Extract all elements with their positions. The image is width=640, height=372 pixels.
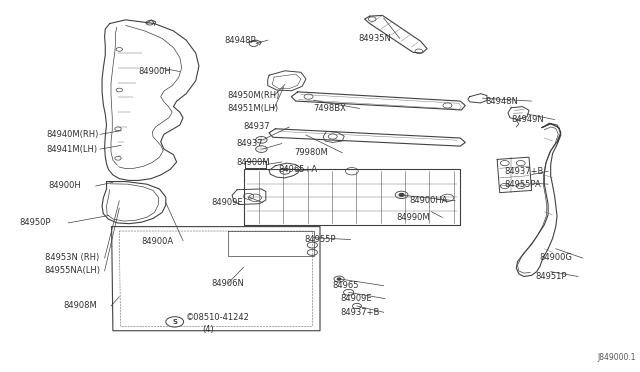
Text: 79980M: 79980M bbox=[294, 148, 328, 157]
Text: 84909E: 84909E bbox=[340, 294, 372, 303]
Text: 84950M(RH): 84950M(RH) bbox=[228, 91, 280, 100]
Text: 84935N: 84935N bbox=[358, 34, 391, 43]
Text: 84951P: 84951P bbox=[536, 272, 567, 281]
Text: 84965+A: 84965+A bbox=[278, 165, 317, 174]
Text: 84900A: 84900A bbox=[141, 237, 173, 246]
Text: 84937: 84937 bbox=[244, 122, 270, 131]
Circle shape bbox=[399, 193, 404, 196]
Text: 84937: 84937 bbox=[236, 139, 262, 148]
Text: S: S bbox=[172, 319, 177, 325]
Text: 7498BX: 7498BX bbox=[314, 104, 346, 113]
Text: 84950P: 84950P bbox=[19, 218, 51, 227]
Text: 84940M(RH): 84940M(RH) bbox=[46, 130, 99, 139]
Text: 84900HA: 84900HA bbox=[409, 196, 448, 205]
Text: ©08510-41242: ©08510-41242 bbox=[186, 312, 250, 321]
Text: 84908M: 84908M bbox=[64, 301, 97, 311]
Text: 84951M(LH): 84951M(LH) bbox=[228, 104, 279, 113]
Text: 84965: 84965 bbox=[333, 281, 359, 290]
Text: 84900M: 84900M bbox=[236, 157, 269, 167]
Text: 84941M(LH): 84941M(LH) bbox=[46, 145, 97, 154]
Circle shape bbox=[337, 278, 341, 280]
Text: 84900H: 84900H bbox=[138, 67, 171, 76]
Text: 84948N: 84948N bbox=[486, 97, 518, 106]
Text: 84937+B: 84937+B bbox=[505, 167, 544, 176]
Text: 84900G: 84900G bbox=[540, 253, 573, 263]
Text: 84909E: 84909E bbox=[212, 198, 243, 207]
Text: 84955PA: 84955PA bbox=[505, 180, 541, 189]
Text: 84937+B: 84937+B bbox=[340, 308, 380, 317]
Text: 84955P: 84955P bbox=[304, 235, 335, 244]
Text: 84900H: 84900H bbox=[48, 182, 81, 190]
Text: 84948P: 84948P bbox=[225, 36, 256, 45]
Text: 84953N (RH): 84953N (RH) bbox=[45, 253, 99, 263]
Text: (4): (4) bbox=[202, 326, 214, 334]
Text: 84906N: 84906N bbox=[212, 279, 244, 288]
Text: 84955NA(LH): 84955NA(LH) bbox=[45, 266, 100, 275]
Text: 84949N: 84949N bbox=[511, 115, 544, 124]
Text: 84990M: 84990M bbox=[396, 213, 430, 222]
Text: J849000.1: J849000.1 bbox=[597, 353, 636, 362]
